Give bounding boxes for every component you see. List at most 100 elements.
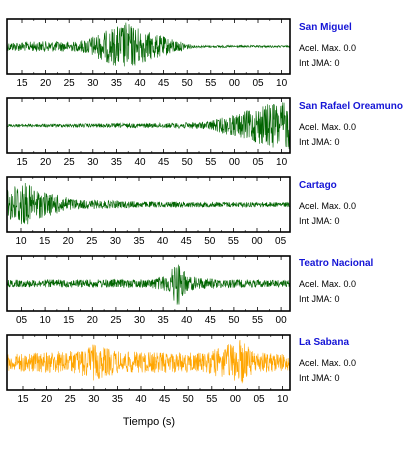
x-tick-label: 15 — [63, 315, 75, 326]
max-acceleration: Acel. Max. 0.0 — [299, 43, 407, 53]
jma-intensity: Int JMA: 0 — [299, 294, 407, 304]
int-label: Int JMA: — [299, 216, 333, 226]
x-tick-label: 45 — [205, 315, 217, 326]
x-tick-label: 15 — [17, 394, 29, 405]
x-tick-label: 35 — [158, 315, 170, 326]
x-tick-label: 00 — [229, 78, 241, 89]
x-tick-label: 10 — [277, 394, 289, 405]
panel-san-miguel: 15 20 25 30 35 40 45 50 55 00 05 10 — [6, 18, 291, 89]
jma-intensity: Int JMA: 0 — [299, 373, 407, 383]
x-tick-label: 45 — [158, 78, 170, 89]
acel-label: Acel. Max. — [299, 201, 342, 211]
x-tick-label: 30 — [134, 315, 146, 326]
jma-intensity: Int JMA: 0 — [299, 58, 407, 68]
int-value: 0 — [334, 137, 340, 147]
max-acceleration: Acel. Max. 0.0 — [299, 358, 407, 368]
x-tick-label: 40 — [181, 315, 193, 326]
x-tick-label: 25 — [65, 394, 77, 405]
x-tick-label: 05 — [253, 394, 265, 405]
panel-frame — [6, 334, 291, 391]
x-axis-label: Tiempo (s) — [122, 416, 176, 428]
x-tick-label: 00 — [276, 315, 288, 326]
x-tick-label: 25 — [110, 315, 122, 326]
x-tick-label: 45 — [181, 236, 193, 247]
acel-label: Acel. Max. — [299, 122, 342, 132]
x-tick-label: 00 — [251, 236, 263, 247]
station-name[interactable]: San Rafael Oreamuno — [299, 101, 403, 112]
acel-value: 0.0 — [343, 43, 357, 53]
x-tick-label: 00 — [229, 157, 241, 168]
x-tick-label: 35 — [112, 394, 124, 405]
x-tick-label: 50 — [204, 236, 216, 247]
x-tick-label: 20 — [41, 394, 53, 405]
x-tick-label: 05 — [16, 315, 28, 326]
x-tick-label: 35 — [133, 236, 145, 247]
x-tick-label: 40 — [157, 236, 169, 247]
int-value: 0 — [334, 216, 340, 226]
panel-san-rafael-oreamuno: 15 20 25 30 35 40 45 50 55 00 05 10 — [6, 97, 291, 168]
x-tick-label: 50 — [182, 78, 194, 89]
x-tick-label: 30 — [88, 394, 100, 405]
trace-line — [6, 22, 291, 67]
trace-line — [6, 264, 291, 305]
x-tick-label: 40 — [134, 157, 146, 168]
x-tick-label: 15 — [16, 157, 28, 168]
int-value: 0 — [334, 58, 340, 68]
x-tick-label: 15 — [39, 236, 51, 247]
x-tick-label: 50 — [183, 394, 195, 405]
x-tick-label: 50 — [182, 157, 194, 168]
acel-label: Acel. Max. — [299, 279, 342, 289]
panel-frame — [6, 18, 291, 75]
int-label: Int JMA: — [299, 58, 333, 68]
x-tick-label: 45 — [158, 157, 170, 168]
station-name[interactable]: San Miguel — [299, 22, 352, 33]
trace-line — [6, 102, 291, 149]
x-tick-label: 35 — [111, 157, 123, 168]
acel-value: 0.0 — [343, 279, 357, 289]
x-tick-label: 30 — [87, 157, 99, 168]
station-info-la-sabana: La Sabana Acel. Max. 0.0 Int JMA: 0 — [299, 337, 407, 383]
station-name[interactable]: Cartago — [299, 180, 337, 191]
x-tick-label: 55 — [228, 236, 240, 247]
x-tick-label: 45 — [159, 394, 171, 405]
x-tick-label: 25 — [64, 157, 76, 168]
acel-label: Acel. Max. — [299, 358, 342, 368]
x-tick-label: 55 — [206, 394, 218, 405]
station-info-san-miguel: San Miguel Acel. Max. 0.0 Int JMA: 0 — [299, 22, 407, 68]
station-info-teatro-nacional: Teatro Nacional Acel. Max. 0.0 Int JMA: … — [299, 258, 407, 304]
panel-frame — [6, 255, 291, 312]
x-tick-label: 10 — [276, 78, 288, 89]
station-name[interactable]: La Sabana — [299, 337, 350, 348]
panel-la-sabana: 15 20 25 30 35 40 45 50 55 00 05 10 — [6, 334, 291, 405]
jma-intensity: Int JMA: 0 — [299, 137, 407, 147]
x-tick-label: 25 — [64, 78, 76, 89]
x-tick-label: 55 — [205, 157, 217, 168]
x-tick-label: 05 — [252, 78, 264, 89]
x-tick-label: 20 — [87, 315, 99, 326]
x-tick-label: 00 — [230, 394, 242, 405]
int-label: Int JMA: — [299, 137, 333, 147]
x-tick-label: 55 — [252, 315, 264, 326]
x-tick-label: 10 — [40, 315, 52, 326]
panel-cartago: 10 15 20 25 30 35 40 45 50 55 00 05 — [6, 176, 291, 247]
x-tick-label: 25 — [86, 236, 98, 247]
x-tick-label: 20 — [40, 157, 52, 168]
trace-line — [6, 339, 291, 384]
acel-label: Acel. Max. — [299, 43, 342, 53]
x-tick-label: 40 — [134, 78, 146, 89]
acel-value: 0.0 — [343, 122, 357, 132]
x-tick-label: 10 — [15, 236, 27, 247]
x-tick-label: 10 — [276, 157, 288, 168]
x-tick-label: 15 — [16, 78, 28, 89]
x-tick-label: 30 — [87, 78, 99, 89]
station-info-cartago: Cartago Acel. Max. 0.0 Int JMA: 0 — [299, 180, 407, 226]
panel-teatro-nacional: 05 10 15 20 25 30 35 40 45 50 55 00 — [6, 255, 291, 326]
acel-value: 0.0 — [343, 358, 357, 368]
x-tick-label: 35 — [111, 78, 123, 89]
x-tick-label: 30 — [110, 236, 122, 247]
panel-frame — [6, 176, 291, 233]
x-tick-label: 55 — [205, 78, 217, 89]
int-label: Int JMA: — [299, 373, 333, 383]
station-name[interactable]: Teatro Nacional — [299, 258, 374, 269]
